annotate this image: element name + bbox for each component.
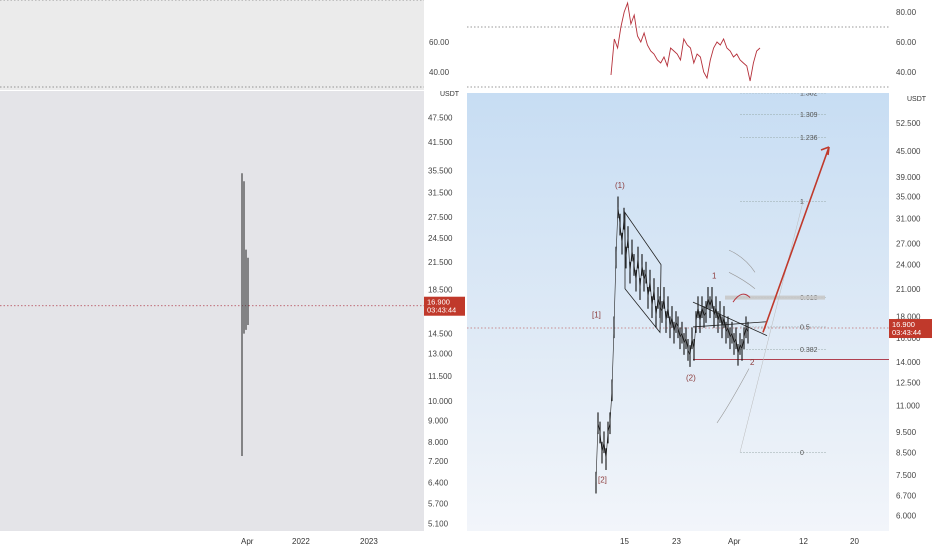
left-price-tick-5: 24.500 xyxy=(428,234,453,243)
wave-label-1: [2] xyxy=(598,476,607,485)
right-x-tick-4: 20 xyxy=(850,537,859,546)
right-price-tag-bg xyxy=(889,319,932,339)
right-price-tick-6: 24.000 xyxy=(896,261,921,270)
right-price-tick-2: 39.000 xyxy=(896,173,921,182)
fib-label-1: 1.309 xyxy=(800,112,818,119)
fib-diagonal xyxy=(739,201,804,453)
left-osc-tick-0: 60.00 xyxy=(429,38,450,47)
right-x-tick-0: 15 xyxy=(620,537,629,546)
right-x-tick-2: Apr xyxy=(728,537,741,546)
fib-label-2: 1.236 xyxy=(800,135,818,142)
right-price-path xyxy=(595,206,749,483)
left-price-tick-6: 21.500 xyxy=(428,258,453,267)
left-price-tick-18: 5.100 xyxy=(428,520,449,529)
wave-label-3: (2) xyxy=(686,374,696,383)
left-price-tick-12: 10.000 xyxy=(428,397,453,406)
fib-label-3: 1 xyxy=(800,199,804,206)
left-price-tick-0: 47.500 xyxy=(428,114,453,123)
right-osc-tick-2: 40.00 xyxy=(896,68,917,77)
left-price-pane[interactable] xyxy=(0,91,424,531)
right-price-tick-9: 16.000 xyxy=(896,334,921,343)
red-arc xyxy=(732,293,751,303)
wave-channel xyxy=(624,211,662,334)
left-price-tick-15: 7.200 xyxy=(428,457,449,466)
left-price-tick-9: 14.500 xyxy=(428,330,453,339)
left-price-tag-bg xyxy=(424,296,465,316)
right-time-axis[interactable]: 15 23 Apr 12 20 xyxy=(467,531,932,550)
right-price-tick-5: 27.000 xyxy=(896,239,921,248)
wave-label-5: 2 xyxy=(750,358,755,367)
right-price-tick-15: 7.500 xyxy=(896,471,917,480)
left-oscillator-pane[interactable] xyxy=(0,0,424,90)
right-oscillator-pane[interactable] xyxy=(467,0,889,90)
right-price-pane[interactable]: 1.3821.3091.23610.6180.50.3820[1][2](1)(… xyxy=(467,93,889,531)
wave-label-2: (1) xyxy=(615,181,625,190)
right-price-tick-17: 6.000 xyxy=(896,511,917,520)
gray-curve-2 xyxy=(728,272,756,289)
left-price-tick-4: 27.500 xyxy=(428,213,453,222)
gray-curve-1 xyxy=(728,249,756,273)
left-osc-tick-1: 40.00 xyxy=(429,68,450,77)
right-price-chart: 1.3821.3091.23610.6180.50.3820[1][2](1)(… xyxy=(467,93,889,494)
left-time-axis[interactable]: Apr 2022 2023 xyxy=(0,531,465,550)
triangle-lower xyxy=(692,321,768,328)
right-price-tick-10: 14.000 xyxy=(896,358,921,367)
right-price-tick-3: 35.000 xyxy=(896,192,921,201)
left-price-tick-14: 8.000 xyxy=(428,438,449,447)
left-price-tick-3: 31.500 xyxy=(428,188,453,197)
right-price-tick-8: 18.000 xyxy=(896,313,921,322)
left-time-labels: Apr 2022 2023 xyxy=(241,537,378,546)
projection-arrow-line xyxy=(762,146,830,333)
left-axis-labels: 60.00 40.00 47.500 41.500 35.500 31.500 27.500… xyxy=(424,38,465,529)
right-price-tick-4: 31.000 xyxy=(896,214,921,223)
fib-label-6: 0.382 xyxy=(800,347,818,354)
left-price-axis[interactable]: 60.00 40.00 47.500 41.500 35.500 31.500 27.500… xyxy=(424,0,465,531)
left-x-tick-2: 2023 xyxy=(360,537,378,546)
right-price-axis[interactable]: 80.00 60.00 40.00 52.500 45.000 39.000 35.000 3… xyxy=(889,0,932,531)
left-price-tick-13: 9.000 xyxy=(428,416,449,425)
right-price-tick-14: 8.500 xyxy=(896,448,917,457)
left-price-tick-1: 41.500 xyxy=(428,138,453,147)
right-osc-tick-1: 60.00 xyxy=(896,38,917,47)
left-price-tick-17: 5.700 xyxy=(428,499,449,508)
right-oscillator-chart xyxy=(467,1,889,88)
right-x-tick-3: 12 xyxy=(799,537,808,546)
left-price-tick-16: 6.400 xyxy=(428,478,449,487)
left-countdown-tag: 03:43:44 xyxy=(427,306,456,315)
right-price-tick-12: 11.000 xyxy=(896,402,920,411)
right-osc-line xyxy=(610,1,761,82)
right-price-tag: 16.900 xyxy=(892,320,915,329)
left-price-tag: 16.900 xyxy=(427,298,450,307)
left-x-tick-1: 2022 xyxy=(292,537,310,546)
left-price-chart xyxy=(0,173,424,456)
gray-curve-3 xyxy=(716,368,750,424)
right-countdown-tag: 03:43:44 xyxy=(892,328,921,337)
left-price-tick-10: 13.000 xyxy=(428,349,453,358)
left-x-tick-0: Apr xyxy=(241,537,254,546)
triangle-upper xyxy=(692,301,768,337)
right-x-tick-1: 23 xyxy=(672,537,681,546)
right-price-tick-1: 45.000 xyxy=(896,147,921,156)
right-price-tick-0: 52.500 xyxy=(896,119,921,128)
right-axis-labels: 80.00 60.00 40.00 52.500 45.000 39.000 35.000 3… xyxy=(889,8,932,520)
right-price-tick-11: 12.500 xyxy=(896,379,921,388)
fib-label-0: 1.382 xyxy=(800,93,818,98)
left-oscillator-chart xyxy=(0,0,424,88)
fib-label-7: 0 xyxy=(800,450,804,457)
left-price-tick-2: 35.500 xyxy=(428,167,453,176)
right-price-tick-13: 9.500 xyxy=(896,428,917,437)
right-unit-label: USDT xyxy=(907,96,927,103)
right-osc-tick-0: 80.00 xyxy=(896,8,917,17)
right-price-tick-7: 21.000 xyxy=(896,285,921,294)
right-price-tick-16: 6.700 xyxy=(896,491,917,500)
right-time-labels: 15 23 Apr 12 20 xyxy=(620,537,859,546)
fib-label-5: 0.5 xyxy=(800,324,810,331)
left-unit-label: USDT xyxy=(440,91,460,98)
left-price-tick-11: 11.500 xyxy=(428,372,452,381)
wave-label-0: [1] xyxy=(592,311,601,320)
projection-arrow-head xyxy=(820,146,830,156)
left-price-tick-7: 18.500 xyxy=(428,285,453,294)
wave-label-4: 1 xyxy=(712,271,717,280)
